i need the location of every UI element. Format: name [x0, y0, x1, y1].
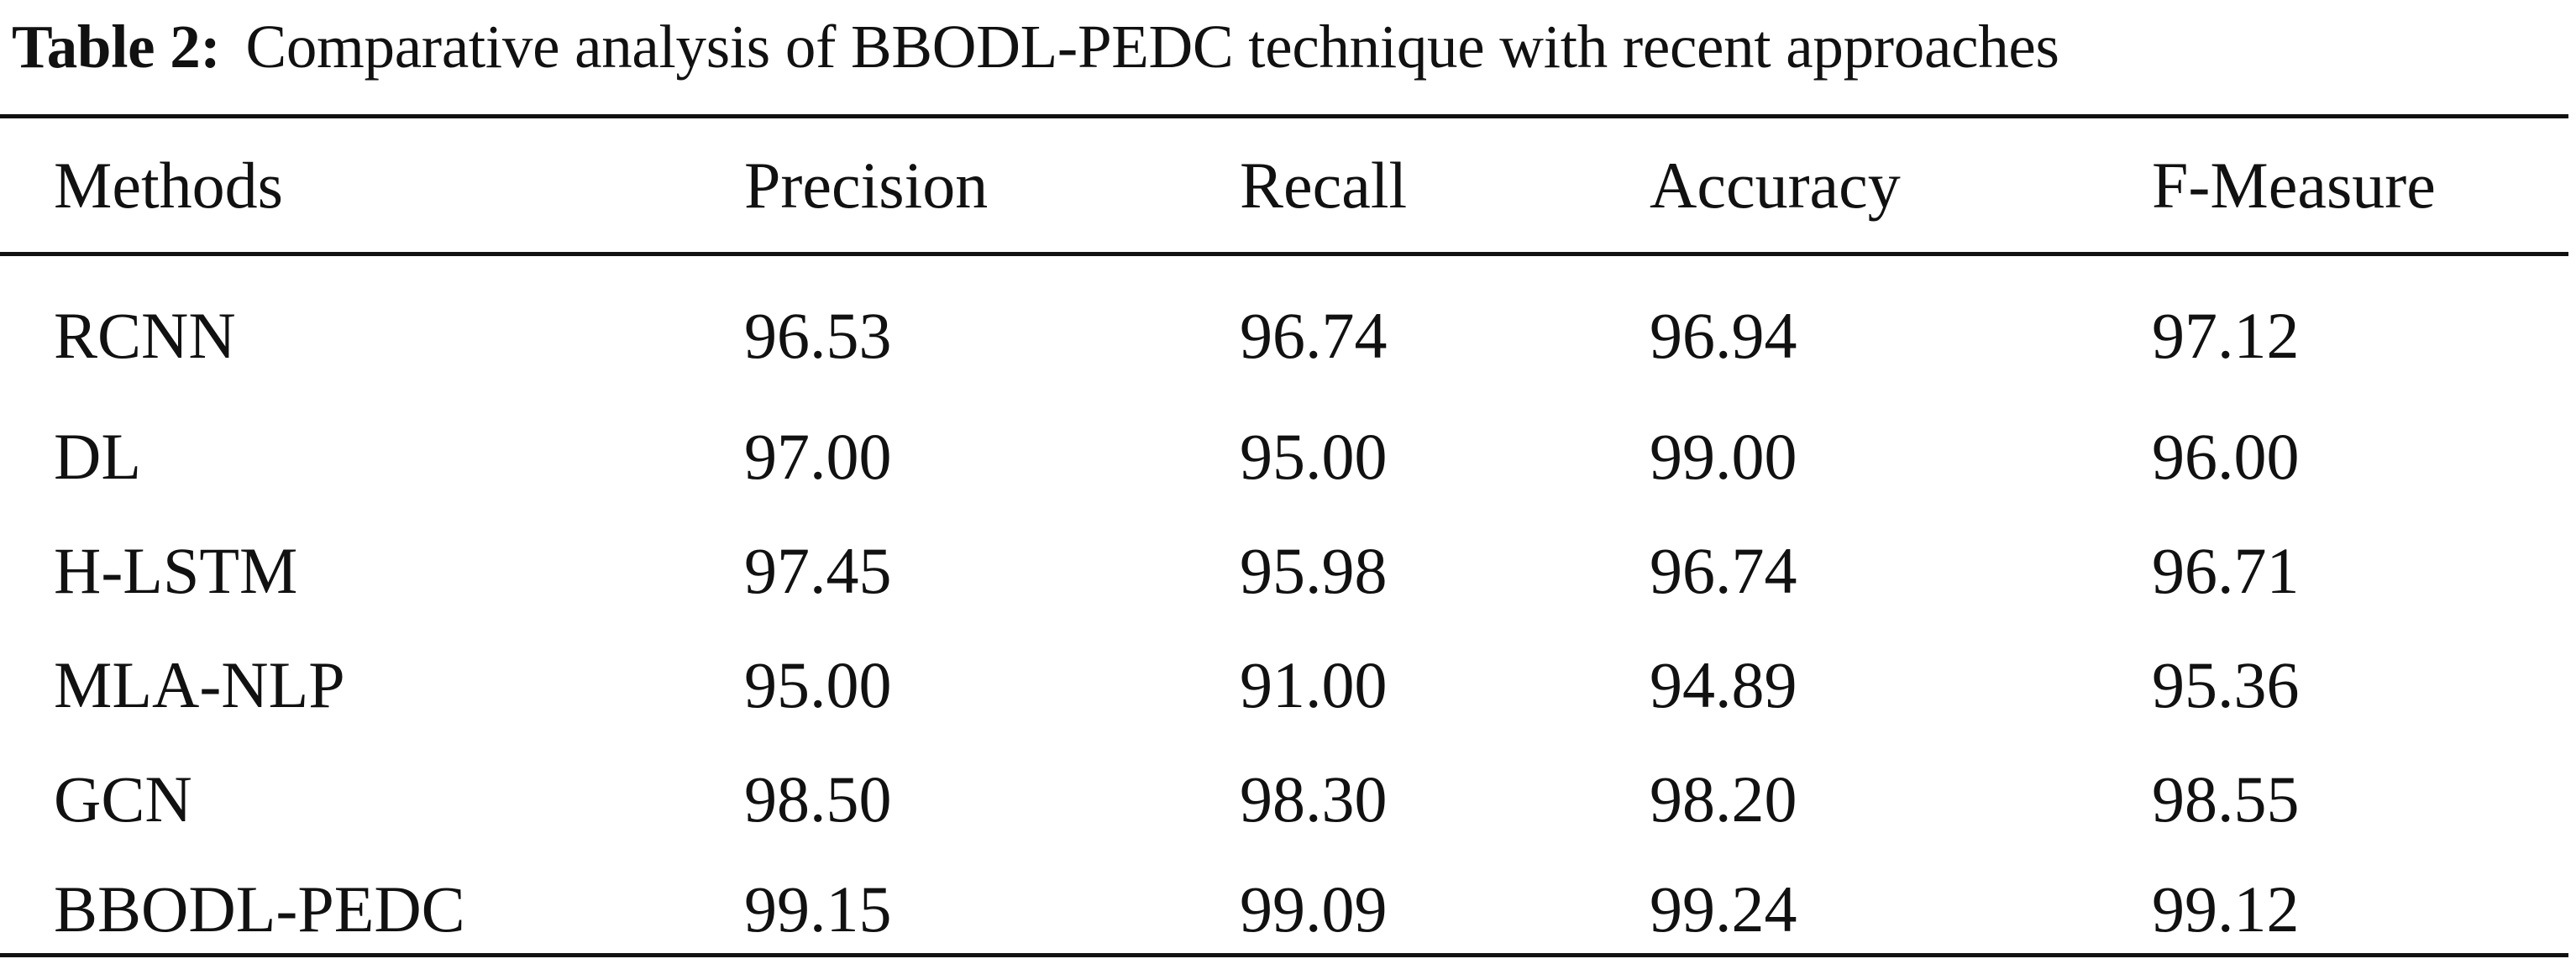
cell-recall: 95.00: [1240, 420, 1388, 493]
cell-precision: 97.45: [744, 534, 892, 607]
table-header: Methods Precision Recall Accuracy F-Meas…: [0, 118, 2568, 252]
cell-accuracy: 99.24: [1650, 872, 1797, 946]
table-header-rule: [0, 252, 2568, 256]
cell-precision: 96.53: [744, 299, 892, 372]
cell-f-measure: 98.55: [2152, 762, 2300, 836]
cell-method: RCNN: [54, 299, 236, 372]
header-row: Methods Precision Recall Accuracy F-Meas…: [0, 118, 2568, 252]
table-caption-label: Table 2:: [12, 13, 221, 81]
cell-precision: 99.15: [744, 872, 892, 946]
cell-f-measure: 96.71: [2152, 534, 2300, 607]
cell-method: MLA-NLP: [54, 648, 345, 721]
cell-precision: 98.50: [744, 762, 892, 836]
cell-accuracy: 96.74: [1650, 534, 1797, 607]
cell-accuracy: 98.20: [1650, 762, 1797, 836]
results-table: Methods Precision Recall Accuracy F-Meas…: [0, 118, 2568, 962]
cell-f-measure: 99.12: [2152, 872, 2300, 946]
table-row: MLA-NLP 95.00 91.00 94.89 95.36: [0, 628, 2568, 742]
table-row: GCN 98.50 98.30 98.20 98.55: [0, 742, 2568, 857]
column-header-f-measure: F-Measure: [2152, 148, 2436, 222]
cell-f-measure: 95.36: [2152, 648, 2300, 721]
cell-method: DL: [54, 420, 141, 493]
cell-method: BBODL-PEDC: [54, 872, 465, 946]
table-top-rule: [0, 114, 2568, 118]
column-header-methods: Methods: [54, 148, 283, 222]
table-caption-text: Comparative analysis of BBODL-PEDC techn…: [245, 13, 2059, 81]
table-row: DL 97.00 95.00 99.00 96.00: [0, 400, 2568, 514]
table-body: RCNN 96.53 96.74 96.94 97.12 DL 97.00 95…: [0, 252, 2568, 962]
cell-precision: 95.00: [744, 648, 892, 721]
column-header-recall: Recall: [1240, 148, 1408, 222]
cell-accuracy: 96.94: [1650, 299, 1797, 372]
cell-accuracy: 94.89: [1650, 648, 1797, 721]
cell-recall: 95.98: [1240, 534, 1388, 607]
cell-method: GCN: [54, 762, 192, 836]
table-row: H-LSTM 97.45 95.98 96.74 96.71: [0, 514, 2568, 628]
cell-f-measure: 96.00: [2152, 420, 2300, 493]
column-header-precision: Precision: [744, 148, 989, 222]
table-bottom-rule: [0, 953, 2568, 957]
cell-recall: 99.09: [1240, 872, 1388, 946]
cell-accuracy: 99.00: [1650, 420, 1797, 493]
cell-recall: 96.74: [1240, 299, 1388, 372]
cell-method: H-LSTM: [54, 534, 298, 607]
cell-recall: 91.00: [1240, 648, 1388, 721]
cell-recall: 98.30: [1240, 762, 1388, 836]
column-header-accuracy: Accuracy: [1650, 148, 1901, 222]
table-row: BBODL-PEDC 99.15 99.09 99.24 99.12: [0, 857, 2568, 962]
cell-precision: 97.00: [744, 420, 892, 493]
cell-f-measure: 97.12: [2152, 299, 2300, 372]
table-row: RCNN 96.53 96.74 96.94 97.12: [0, 252, 2568, 400]
table-caption: Table 2: Comparative analysis of BBODL-PE…: [12, 7, 2573, 87]
